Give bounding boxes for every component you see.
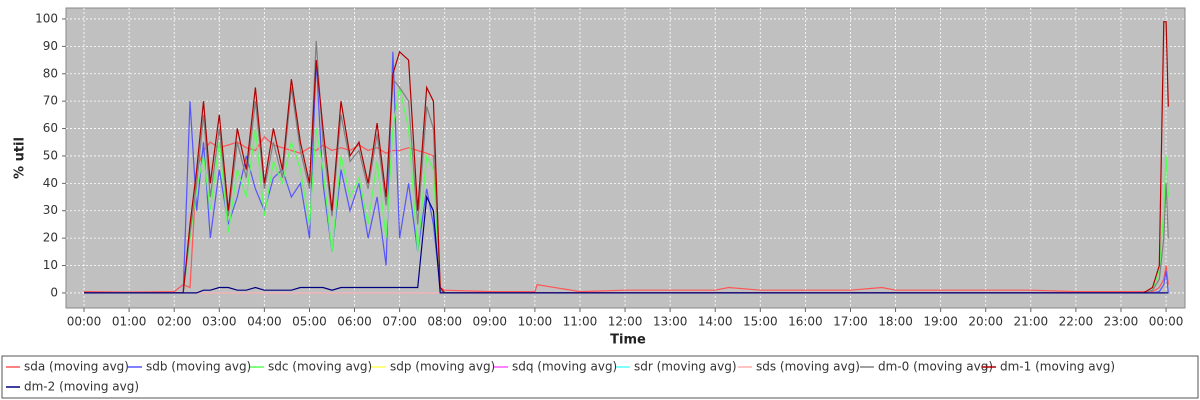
legend-label: sda (moving avg) [24,360,129,374]
y-tick-label: 70 [43,94,58,108]
x-tick-label: 21:00 [1014,315,1049,329]
y-tick-label: 80 [43,66,58,80]
x-tick-label: 15:00 [743,315,778,329]
x-tick-label: 03:00 [202,315,237,329]
x-tick-label: 14:00 [698,315,733,329]
x-tick-label: 11:00 [563,315,598,329]
x-tick-label: 01:00 [112,315,147,329]
legend-label: dm-0 (moving avg) [878,360,993,374]
x-tick-label: 07:00 [382,315,417,329]
x-tick-label: 05:00 [292,315,327,329]
y-tick-label: 60 [43,121,58,135]
x-tick-label: 18:00 [878,315,913,329]
x-axis-title: Time [610,333,646,348]
legend-label: dm-2 (moving avg) [24,380,139,394]
x-tick-label: 04:00 [247,315,282,329]
y-axis-title: % util [13,137,28,179]
y-tick-label: 30 [43,203,58,217]
x-tick-label: 12:00 [608,315,643,329]
series-line [84,194,1169,294]
y-tick-label: 20 [43,231,58,245]
x-tick-label: 09:00 [472,315,507,329]
x-tick-label: 13:00 [653,315,688,329]
y-tick-label: 40 [43,176,58,190]
x-tick-label: 06:00 [337,315,372,329]
x-tick-label: 17:00 [833,315,868,329]
legend-label: dm-1 (moving avg) [1000,360,1115,374]
y-tick-label: 100 [35,11,58,25]
y-tick-label: 10 [43,258,58,272]
legend-label: sdr (moving avg) [634,360,737,374]
legend-label: sds (moving avg) [756,360,860,374]
y-tick-label: 90 [43,39,58,53]
legend-box [1,355,1199,399]
plot-area [65,7,1186,309]
legend-label: sdq (moving avg) [512,360,617,374]
y-tick-label: 50 [43,148,58,162]
x-tick-label: 00:00 [67,315,102,329]
x-tick-label: 00:00 [1149,315,1184,329]
legend-label: sdc (moving avg) [268,360,372,374]
x-tick-label: 22:00 [1059,315,1094,329]
x-tick-label: 23:00 [1104,315,1139,329]
legend-label: sdp (moving avg) [390,360,495,374]
x-tick-label: 08:00 [427,315,462,329]
legend-label: sdb (moving avg) [146,360,251,374]
x-tick-label: 16:00 [788,315,823,329]
y-tick-label: 0 [50,285,58,299]
x-tick-label: 19:00 [923,315,958,329]
x-tick-label: 20:00 [968,315,1003,329]
x-tick-label: 10:00 [518,315,553,329]
x-tick-label: 02:00 [157,315,192,329]
